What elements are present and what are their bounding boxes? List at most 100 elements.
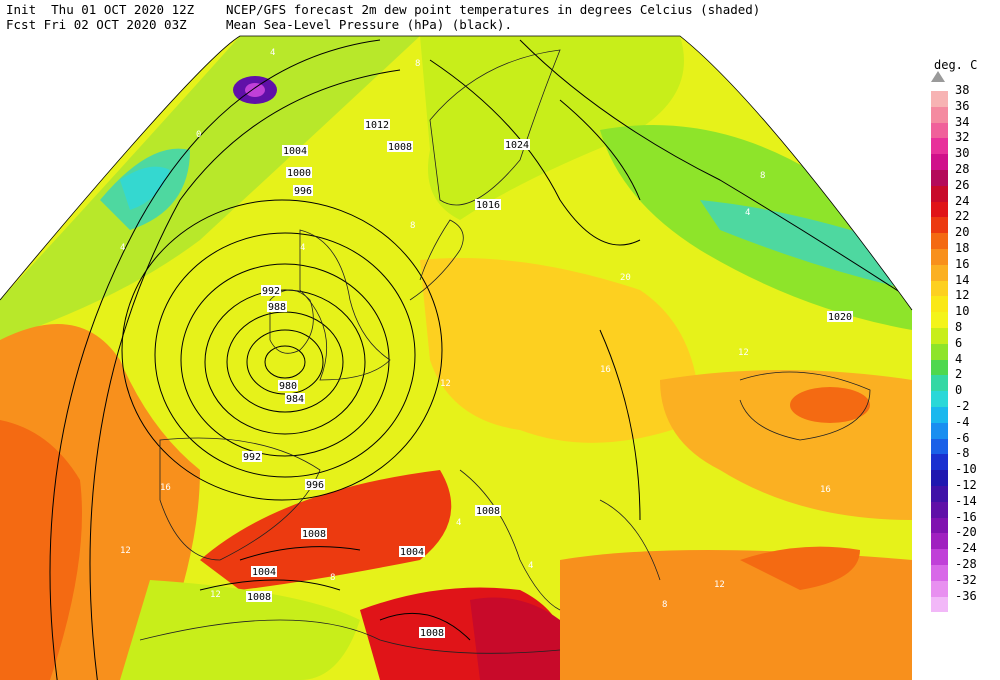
contour-label: 8 — [760, 171, 765, 181]
header-band — [0, 0, 1000, 34]
legend-swatch — [931, 170, 948, 186]
legend-label: -24 — [955, 541, 977, 556]
isobar-outer — [49, 39, 381, 680]
legend-label: 34 — [955, 114, 970, 129]
isobar-ring — [204, 289, 366, 435]
isobar-1008-south — [379, 612, 471, 641]
legend-label: 32 — [955, 130, 970, 145]
contour-label: 4 — [745, 208, 750, 218]
legend-label: 26 — [955, 177, 970, 192]
isobar-label: 984 — [286, 394, 304, 405]
russia-cyan-band — [700, 200, 912, 290]
legend-swatch — [931, 106, 948, 123]
isobar-east — [599, 329, 641, 521]
legend-unit: deg. C — [934, 58, 978, 72]
legend-swatch — [931, 533, 948, 550]
denmark-coast — [409, 219, 464, 301]
legend-swatch — [931, 596, 948, 613]
legend-label: 8 — [955, 320, 963, 334]
isobar-label-bg — [285, 393, 305, 404]
isobar-ring — [121, 199, 443, 501]
isobar-label: 996 — [294, 186, 312, 197]
isobar-label: 988 — [268, 302, 286, 313]
legend-swatch — [931, 517, 948, 534]
contour-label: 8 — [662, 600, 667, 610]
isobar-1024 — [559, 99, 641, 201]
contour-label: 8 — [330, 573, 335, 583]
legend-swatch — [931, 580, 948, 597]
isobar-label-bg — [246, 591, 272, 602]
legend-label: -14 — [955, 493, 977, 508]
italy-coast — [459, 469, 561, 611]
greece-coast — [599, 499, 661, 581]
legend-swatch — [931, 501, 948, 518]
isobar-1012 — [89, 69, 401, 680]
isobar-label-bg — [282, 145, 308, 156]
isobar-label-bg — [267, 301, 287, 312]
legend-label: -36 — [955, 588, 977, 603]
contour-label: 8 — [415, 59, 420, 69]
legend-swatch — [931, 391, 948, 407]
isobars — [49, 39, 912, 680]
isobar-1004-med — [199, 579, 341, 591]
isobar-label: 1016 — [476, 200, 500, 211]
isobar-label: 996 — [306, 480, 324, 491]
legend-label: 38 — [955, 83, 970, 97]
central-europe-zone — [420, 258, 700, 443]
legend-swatch — [931, 565, 948, 581]
isobar-label: 992 — [262, 286, 280, 297]
black-sea-coast — [739, 371, 871, 441]
legend-swatch — [931, 343, 948, 360]
cold-cyan-core — [120, 166, 170, 210]
legend-swatch — [931, 264, 948, 281]
isobar-label: 1008 — [302, 529, 326, 540]
isobar-label: 1004 — [252, 567, 276, 578]
legend-label: 10 — [955, 304, 970, 319]
legend-swatch — [931, 407, 948, 423]
legend-swatch — [931, 549, 948, 565]
legend-label: 22 — [955, 209, 970, 224]
isobar-1016 — [429, 59, 641, 246]
legend-label: 12 — [955, 288, 970, 303]
isobar-label: 1008 — [247, 592, 271, 603]
contour-label: 8 — [410, 221, 415, 231]
iberia-coast — [159, 437, 321, 561]
contour-label: 12 — [738, 348, 749, 358]
legend-label: 6 — [955, 335, 963, 350]
isobar-label-bg — [305, 479, 325, 490]
init-line: Init Thu 01 OCT 2020 12Z — [6, 2, 195, 17]
legend-label: 24 — [955, 193, 970, 208]
legend-swatch — [931, 154, 948, 170]
legend-swatch — [931, 201, 948, 218]
legend-swatch — [931, 233, 948, 249]
legend-label: -12 — [955, 478, 977, 492]
east-med-zone — [560, 550, 912, 680]
isobar-label-bg — [504, 139, 530, 150]
isobar-label-bg — [419, 627, 445, 638]
west-atlantic-warm — [0, 420, 82, 680]
ireland-coast — [269, 289, 314, 354]
legend-swatch — [931, 438, 948, 455]
legend-label: -20 — [955, 525, 977, 540]
contour-label: 4 — [120, 243, 125, 253]
legend-swatch — [931, 328, 948, 344]
isobar-label-bg — [286, 167, 312, 178]
isobar-ring — [264, 345, 306, 379]
legend-label: 4 — [955, 351, 963, 366]
isobar-ring — [180, 263, 390, 457]
legend-label: 36 — [955, 98, 970, 113]
isobar-label: 1024 — [505, 140, 529, 151]
legend-swatch — [931, 312, 948, 328]
contour-label: 16 — [820, 485, 831, 495]
isobar-label-bg — [364, 119, 390, 130]
legend-label: 2 — [955, 367, 963, 382]
legend-swatch — [931, 249, 948, 265]
isobar-label: 1012 — [365, 120, 389, 131]
title-line-1: NCEP/GFS forecast 2m dew point temperatu… — [226, 2, 761, 17]
contour-label: 16 — [600, 365, 611, 375]
legend-swatch — [931, 91, 948, 107]
legend-swatch — [931, 375, 948, 392]
legend-swatch — [931, 359, 948, 376]
legend-swatch — [931, 185, 948, 202]
contour-label: 20 — [620, 273, 631, 283]
